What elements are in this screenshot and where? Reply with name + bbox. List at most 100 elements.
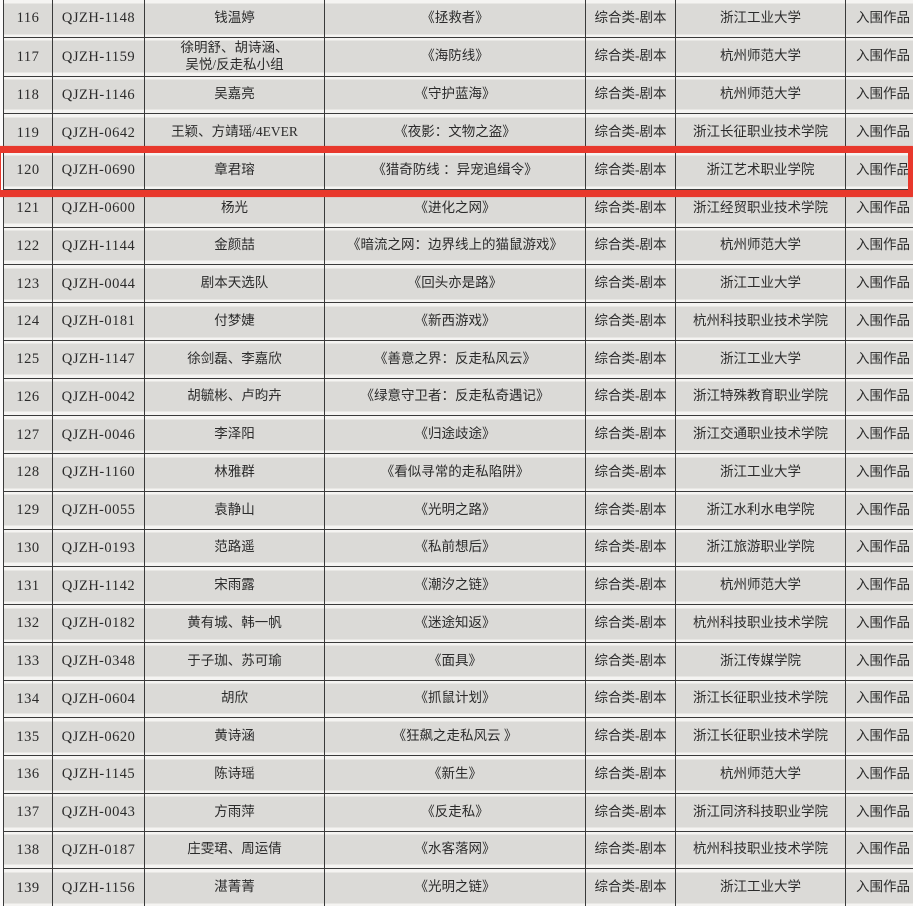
cell-status: 入围作品 <box>845 604 913 643</box>
cell-school: 浙江长征职业技术学院 <box>675 717 846 756</box>
cell-work-title: 《看似寻常的走私陷阱》 <box>324 453 586 492</box>
table-row: 134 QJZH-0604 胡欣 《抓鼠计划》 综合类-剧本 浙江长征职业技术学… <box>3 679 913 719</box>
cell-authors: 方雨萍 <box>144 792 325 832</box>
cell-index: 120 <box>3 151 53 190</box>
cell-category: 综合类-剧本 <box>585 830 676 870</box>
cell-index: 116 <box>3 0 53 38</box>
cell-category: 综合类-剧本 <box>585 226 676 266</box>
cell-entry-id: QJZH-1156 <box>52 868 145 906</box>
cell-work-title: 《狂飙之走私风云 》 <box>324 717 586 756</box>
cell-school: 杭州科技职业技术学院 <box>675 302 846 341</box>
cell-school: 杭州师范大学 <box>675 566 846 605</box>
cell-work-title: 《私前想后》 <box>324 528 586 568</box>
cell-index: 131 <box>3 566 53 605</box>
cell-index: 118 <box>3 75 53 115</box>
cell-authors: 黄诗涵 <box>144 717 325 756</box>
table-row: 119 QJZH-0642 王颖、方靖瑶/4EVER 《夜影：文物之盗》 综合类… <box>3 113 913 152</box>
cell-school: 浙江长征职业技术学院 <box>675 679 846 719</box>
cell-index: 136 <box>3 755 53 794</box>
cell-entry-id: QJZH-1144 <box>52 226 145 266</box>
cell-index: 133 <box>3 641 53 681</box>
table-row: 130 QJZH-0193 范路遥 《私前想后》 综合类-剧本 浙江旅游职业学院… <box>3 528 913 568</box>
cell-category: 综合类-剧本 <box>585 528 676 568</box>
cell-entry-id: QJZH-0182 <box>52 604 145 643</box>
table-row: 127 QJZH-0046 李泽阳 《归途歧途》 综合类-剧本 浙江交通职业技术… <box>3 415 913 454</box>
cell-index: 126 <box>3 377 53 417</box>
cell-work-title: 《抓鼠计划》 <box>324 679 586 719</box>
cell-category: 综合类-剧本 <box>585 264 676 303</box>
cell-authors: 付梦婕 <box>144 302 325 341</box>
cell-category: 综合类-剧本 <box>585 792 676 832</box>
cell-status: 入围作品 <box>845 151 913 190</box>
cell-school: 浙江旅游职业学院 <box>675 528 846 568</box>
table-row: 128 QJZH-1160 林雅群 《看似寻常的走私陷阱》 综合类-剧本 浙江工… <box>3 453 913 492</box>
cell-work-title: 《拯救者》 <box>324 0 586 38</box>
cell-status: 入围作品 <box>845 679 913 719</box>
table-row: 117 QJZH-1159 徐明舒、胡诗涵、 吴悦/反走私小组 《海防线》 综合… <box>3 36 913 77</box>
cell-authors: 袁静山 <box>144 490 325 530</box>
cell-school: 浙江工业大学 <box>675 868 846 906</box>
cell-authors: 李泽阳 <box>144 415 325 454</box>
cell-category: 综合类-剧本 <box>585 188 676 228</box>
cell-work-title: 《面具》 <box>324 641 586 681</box>
cell-work-title: 《光明之路》 <box>324 490 586 530</box>
cell-entry-id: QJZH-0604 <box>52 679 145 719</box>
cell-index: 135 <box>3 717 53 756</box>
cell-entry-id: QJZH-0620 <box>52 717 145 756</box>
cell-category: 综合类-剧本 <box>585 151 676 190</box>
cell-authors: 范路遥 <box>144 528 325 568</box>
table-row: 123 QJZH-0044 剧本天选队 《回头亦是路》 综合类-剧本 浙江工业大… <box>3 264 913 303</box>
cell-work-title: 《水客落网》 <box>324 830 586 870</box>
cell-status: 入围作品 <box>845 717 913 756</box>
cell-status: 入围作品 <box>845 339 913 379</box>
cell-index: 123 <box>3 264 53 303</box>
cell-work-title: 《迷途知返》 <box>324 604 586 643</box>
cell-status: 入围作品 <box>845 792 913 832</box>
cell-entry-id: QJZH-0043 <box>52 792 145 832</box>
cell-school: 浙江艺术职业学院 <box>675 151 846 190</box>
cell-school: 浙江水利水电学院 <box>675 490 846 530</box>
cell-authors: 林雅群 <box>144 453 325 492</box>
cell-school: 浙江同济科技职业学院 <box>675 792 846 832</box>
table-row: 125 QJZH-1147 徐剑磊、李嘉欣 《善意之界：反走私风云》 综合类-剧… <box>3 339 913 379</box>
cell-index: 132 <box>3 604 53 643</box>
cell-index: 121 <box>3 188 53 228</box>
cell-index: 138 <box>3 830 53 870</box>
cell-work-title: 《光明之链》 <box>324 868 586 906</box>
table-row: 118 QJZH-1146 吴嘉亮 《守护蓝海》 综合类-剧本 杭州师范大学 入… <box>3 75 913 115</box>
cell-category: 综合类-剧本 <box>585 0 676 38</box>
cell-authors: 徐明舒、胡诗涵、 吴悦/反走私小组 <box>144 36 325 77</box>
cell-school: 杭州科技职业技术学院 <box>675 830 846 870</box>
table-row: 126 QJZH-0042 胡毓彬、卢昀卉 《绿意守卫者：反走私奇遇记》 综合类… <box>3 377 913 417</box>
cell-status: 入围作品 <box>845 830 913 870</box>
cell-authors: 吴嘉亮 <box>144 75 325 115</box>
cell-authors: 钱温婷 <box>144 0 325 38</box>
cell-index: 139 <box>3 868 53 906</box>
cell-school: 杭州师范大学 <box>675 755 846 794</box>
cell-status: 入围作品 <box>845 453 913 492</box>
cell-work-title: 《守护蓝海》 <box>324 75 586 115</box>
cell-entry-id: QJZH-1147 <box>52 339 145 379</box>
cell-entry-id: QJZH-1145 <box>52 755 145 794</box>
cell-authors: 王颖、方靖瑶/4EVER <box>144 113 325 152</box>
cell-work-title: 《反走私》 <box>324 792 586 832</box>
cell-authors: 湛菁菁 <box>144 868 325 906</box>
cell-category: 综合类-剧本 <box>585 717 676 756</box>
cell-category: 综合类-剧本 <box>585 302 676 341</box>
cell-work-title: 《归途歧途》 <box>324 415 586 454</box>
cell-work-title: 《潮汐之链》 <box>324 566 586 605</box>
entries-table: 116 QJZH-1148 钱温婷 《拯救者》 综合类-剧本 浙江工业大学 入围… <box>3 0 913 906</box>
cell-index: 130 <box>3 528 53 568</box>
cell-work-title: 《暗流之网：边界线上的猫鼠游戏》 <box>324 226 586 266</box>
cell-index: 129 <box>3 490 53 530</box>
cell-index: 122 <box>3 226 53 266</box>
cell-status: 入围作品 <box>845 868 913 906</box>
cell-category: 综合类-剧本 <box>585 453 676 492</box>
cell-category: 综合类-剧本 <box>585 490 676 530</box>
cell-category: 综合类-剧本 <box>585 641 676 681</box>
cell-school: 杭州师范大学 <box>675 75 846 115</box>
cell-status: 入围作品 <box>845 415 913 454</box>
cell-entry-id: QJZH-1159 <box>52 36 145 77</box>
table-row: 136 QJZH-1145 陈诗瑶 《新生》 综合类-剧本 杭州师范大学 入围作… <box>3 755 913 794</box>
